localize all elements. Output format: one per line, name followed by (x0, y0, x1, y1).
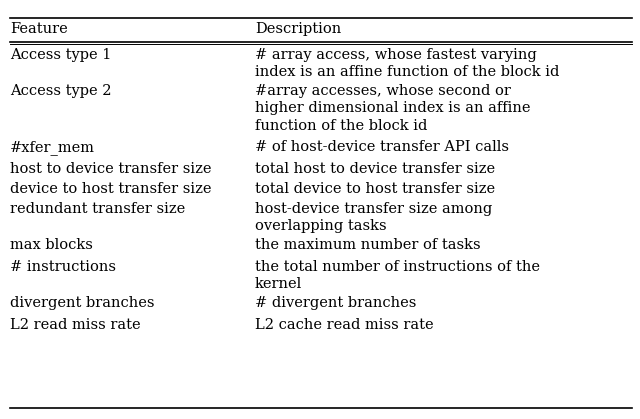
Text: device to host transfer size: device to host transfer size (10, 182, 211, 196)
Text: Description: Description (255, 22, 341, 36)
Text: L2 read miss rate: L2 read miss rate (10, 318, 141, 332)
Text: host to device transfer size: host to device transfer size (10, 162, 211, 176)
Text: the total number of instructions of the
kernel: the total number of instructions of the … (255, 260, 540, 291)
Text: max blocks: max blocks (10, 238, 93, 252)
Text: # array access, whose fastest varying
index is an affine function of the block i: # array access, whose fastest varying in… (255, 48, 559, 79)
Text: divergent branches: divergent branches (10, 296, 154, 310)
Text: #xfer_mem: #xfer_mem (10, 140, 95, 155)
Text: #array accesses, whose second or
higher dimensional index is an affine
function : #array accesses, whose second or higher … (255, 84, 531, 132)
Text: total host to device transfer size: total host to device transfer size (255, 162, 495, 176)
Text: redundant transfer size: redundant transfer size (10, 202, 185, 216)
Text: L2 cache read miss rate: L2 cache read miss rate (255, 318, 434, 332)
Text: total device to host transfer size: total device to host transfer size (255, 182, 495, 196)
Text: # divergent branches: # divergent branches (255, 296, 417, 310)
Text: # of host-device transfer API calls: # of host-device transfer API calls (255, 140, 509, 154)
Text: host-device transfer size among
overlapping tasks: host-device transfer size among overlapp… (255, 202, 492, 233)
Text: # instructions: # instructions (10, 260, 116, 274)
Text: Access type 1: Access type 1 (10, 48, 111, 62)
Text: Access type 2: Access type 2 (10, 84, 111, 98)
Text: Feature: Feature (10, 22, 68, 36)
Text: the maximum number of tasks: the maximum number of tasks (255, 238, 481, 252)
